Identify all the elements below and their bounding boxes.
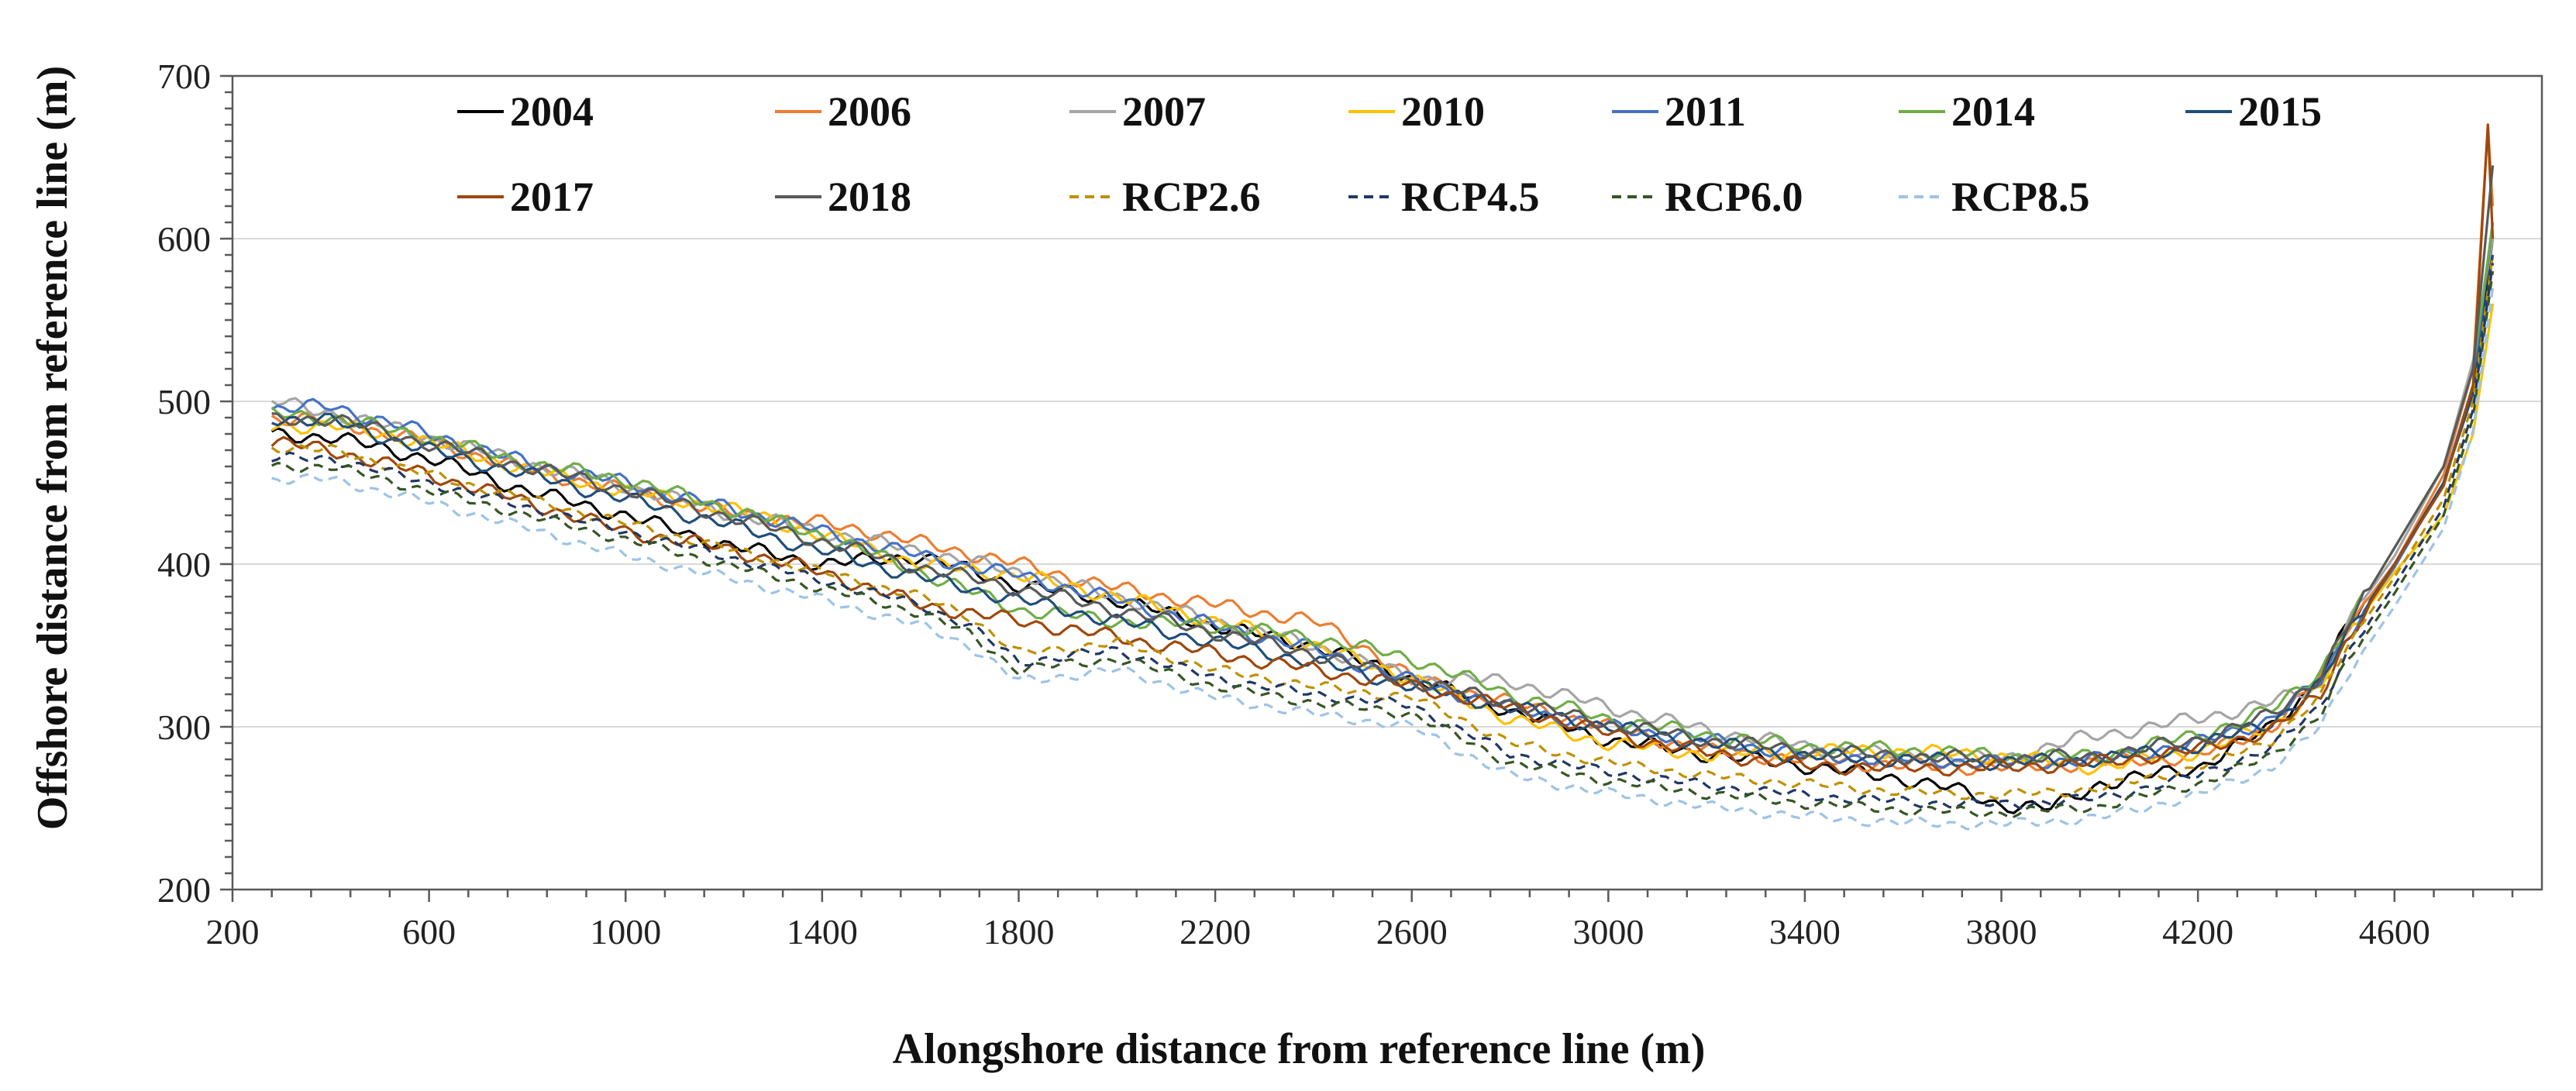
legend-label: RCP6.0 bbox=[1665, 174, 1803, 220]
y-tick-label: 600 bbox=[157, 219, 211, 259]
legend-label: RCP4.5 bbox=[1401, 174, 1539, 220]
series-line-2010 bbox=[270, 303, 2495, 776]
series-line-rcp8-5 bbox=[271, 287, 2495, 831]
legend-item-2011: 2011 bbox=[1612, 88, 1746, 135]
x-tick-label: 2200 bbox=[1180, 912, 1251, 952]
series-line-2014 bbox=[270, 222, 2495, 764]
legend-label: 2017 bbox=[510, 174, 594, 220]
legend-label: RCP2.6 bbox=[1122, 174, 1260, 220]
series-lines bbox=[270, 123, 2495, 831]
x-axis-title: Alongshore distance from reference line … bbox=[893, 1025, 1706, 1073]
y-axis-title: Offshore distance from reference line (m… bbox=[29, 66, 77, 830]
series-line-rcp2-6 bbox=[270, 254, 2495, 800]
legend-label: RCP8.5 bbox=[1951, 174, 2089, 220]
legend-item-2015: 2015 bbox=[2185, 88, 2322, 135]
legend-item-rcp6-0: RCP6.0 bbox=[1612, 174, 1803, 220]
legend-label: 2015 bbox=[2238, 88, 2322, 135]
legend-item-2006: 2006 bbox=[775, 88, 911, 135]
series-line-rcp6-0 bbox=[271, 270, 2495, 819]
series-line-2011 bbox=[270, 222, 2495, 770]
gridlines bbox=[232, 238, 2542, 728]
series-line-2017 bbox=[270, 123, 2495, 777]
legend-label: 2010 bbox=[1401, 88, 1485, 135]
x-tick-label: 3000 bbox=[1572, 912, 1644, 952]
legend-item-rcp4-5: RCP4.5 bbox=[1348, 174, 1539, 220]
y-tick-label: 300 bbox=[157, 707, 211, 747]
legend-item-2018: 2018 bbox=[775, 174, 911, 220]
x-tick-label: 1800 bbox=[983, 912, 1054, 952]
legend-item-2004: 2004 bbox=[457, 88, 594, 135]
series-line-rcp4-5 bbox=[271, 263, 2495, 810]
y-tick-label: 200 bbox=[157, 870, 211, 910]
x-tick-label: 3400 bbox=[1769, 912, 1841, 952]
x-tick-label: 1000 bbox=[590, 912, 661, 952]
x-tick-label: 4600 bbox=[2359, 912, 2430, 952]
x-tick-label: 600 bbox=[402, 912, 456, 952]
legend-item-rcp2-6: RCP2.6 bbox=[1069, 174, 1260, 220]
x-tick-label: 3800 bbox=[1966, 912, 2037, 952]
x-tick-label: 2600 bbox=[1376, 912, 1448, 952]
legend-label: 2011 bbox=[1665, 88, 1746, 135]
series-line-2006 bbox=[270, 123, 2495, 776]
legend-item-2007: 2007 bbox=[1069, 88, 1206, 135]
axes: 200 300 400 500 600 700 200 600 1000 1400 1800 2200… bbox=[157, 57, 2543, 952]
series-line-2007 bbox=[270, 238, 2495, 767]
legend: 2004 2006 2007 2010 2011 2014 2015 2017 2018 RCP2… bbox=[457, 88, 2322, 220]
legend-item-2014: 2014 bbox=[1899, 88, 2035, 135]
y-tick-label: 700 bbox=[157, 57, 211, 96]
legend-item-rcp8-5: RCP8.5 bbox=[1899, 174, 2089, 220]
series-line-2015 bbox=[271, 254, 2495, 772]
legend-item-2010: 2010 bbox=[1348, 88, 1485, 135]
x-tick-label: 200 bbox=[206, 912, 260, 952]
legend-label: 2014 bbox=[1951, 88, 2035, 135]
y-tick-label: 500 bbox=[157, 382, 211, 422]
legend-label: 2018 bbox=[828, 174, 911, 220]
series-line-2018 bbox=[271, 165, 2495, 769]
x-tick-label: 1400 bbox=[787, 912, 858, 952]
legend-item-2017: 2017 bbox=[457, 174, 594, 220]
legend-label: 2007 bbox=[1122, 88, 1206, 135]
y-tick-label: 400 bbox=[157, 545, 211, 584]
x-tick-label: 4200 bbox=[2162, 912, 2233, 952]
legend-label: 2006 bbox=[828, 88, 911, 135]
legend-label: 2004 bbox=[510, 88, 594, 135]
